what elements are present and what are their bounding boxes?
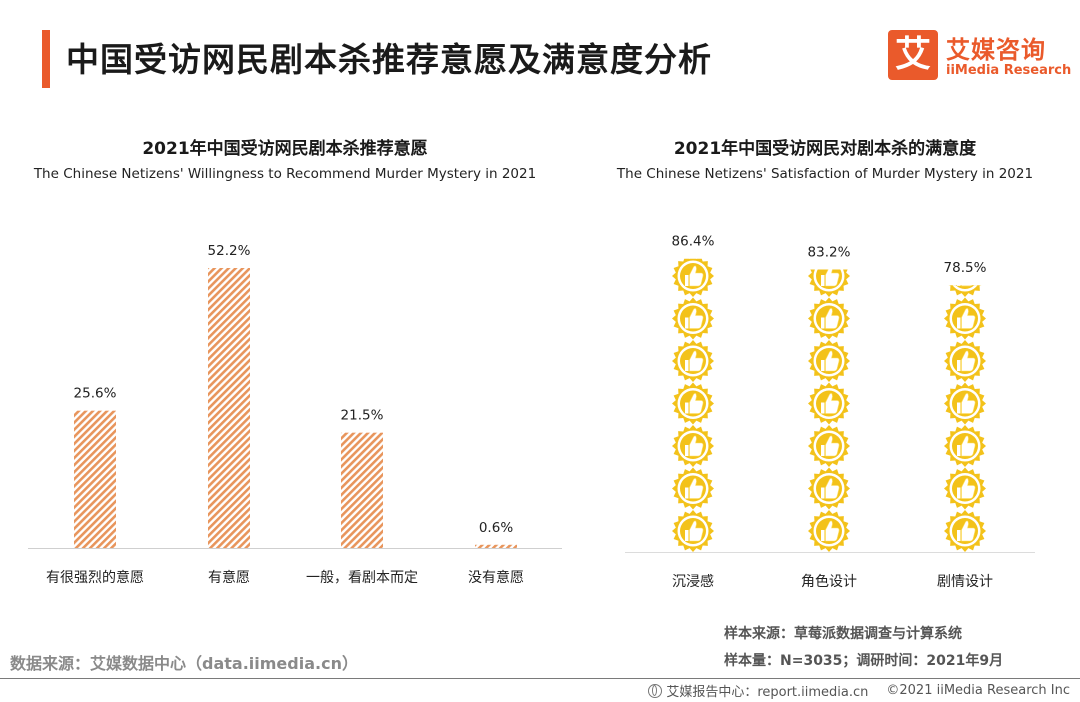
- thumbs-up-icon-2-4: [944, 340, 986, 382]
- satisfaction-chart: 86.4% 沉浸感 83.2% 角色设计 78.5% 剧情设计: [625, 234, 1035, 590]
- logo-mark-icon: 艾: [888, 30, 938, 80]
- logo-chinese-text: 艾媒咨询: [946, 36, 1046, 64]
- bar-value-label-2: 21.5%: [341, 408, 384, 424]
- thumbs-up-icon-1-6: [808, 269, 850, 297]
- pictograph-value-label-2: 78.5%: [944, 260, 987, 276]
- page-title: 中国受访网民剧本杀推荐意愿及满意度分析: [66, 40, 712, 79]
- thumbs-up-icon-1-3: [808, 382, 850, 425]
- thumbs-up-icon-2-6: [949, 285, 981, 297]
- bar-2: [341, 432, 383, 548]
- thumbs-up-icon-2-2: [944, 425, 986, 467]
- footer-divider: [0, 678, 1080, 679]
- thumbs-up-icon-1-2: [808, 425, 850, 467]
- thumbs-up-icon-0-6: [672, 258, 714, 297]
- left-chart-subtitle: The Chinese Netizens' Willingness to Rec…: [33, 166, 537, 182]
- bar-3: [475, 544, 517, 548]
- footer: 艾媒报告中心：report.iimedia.cn ©2021 iiMedia R…: [648, 681, 1070, 700]
- thumbs-up-icon-1-4: [808, 340, 850, 382]
- bar-category-label-1: 有意愿: [208, 569, 250, 586]
- title-accent-bar: [42, 30, 50, 88]
- pictograph-category-label-1: 角色设计: [801, 573, 857, 590]
- right-chart-title: 2021年中国受访网民对剧本杀的满意度: [673, 139, 977, 159]
- thumbs-up-icon-0-5: [672, 297, 714, 340]
- right-chart-subtitle: The Chinese Netizens' Satisfaction of Mu…: [616, 166, 1034, 182]
- footer-copyright: ©2021 iiMedia Research Inc: [886, 683, 1070, 698]
- iimedia-logo[interactable]: 艾 艾媒咨询 iiMedia Research: [888, 30, 1071, 82]
- thumbs-up-icon-1-1: [808, 467, 850, 510]
- logo-english-text: iiMedia Research: [946, 63, 1072, 78]
- pictograph-column-2: [944, 285, 986, 552]
- sample-size-note: 样本量：N=3035；调研时间：2021年9月: [724, 653, 1004, 669]
- bar-1: [208, 268, 250, 548]
- thumbs-up-icon-0-2: [672, 425, 714, 467]
- thumbs-up-icon-2-3: [944, 382, 986, 425]
- pictograph-value-label-0: 86.4%: [672, 234, 715, 250]
- recommend-willingness-chart: 25.6% 有很强烈的意愿 52.2% 有意愿 21.5% 一般，看剧本而定 0.6% 没有意…: [28, 243, 562, 586]
- bar-category-label-2: 一般，看剧本而定: [306, 570, 418, 586]
- thumbs-up-icon-1-0: [808, 510, 850, 552]
- pictograph-value-label-1: 83.2%: [808, 244, 851, 260]
- thumbs-up-icon-1-5: [808, 297, 850, 340]
- pictograph-column-1: [808, 269, 850, 552]
- thumbs-up-icon-0-1: [672, 467, 714, 510]
- thumbs-up-icon-0-0: [672, 510, 714, 552]
- thumbs-up-icon-2-0: [944, 510, 986, 552]
- left-chart-title: 2021年中国受访网民剧本杀推荐意愿: [142, 139, 428, 159]
- globe-icon: [648, 683, 663, 698]
- sample-source-note: 样本来源：草莓派数据调查与计算系统: [724, 626, 962, 642]
- thumbs-up-icon-2-5: [944, 297, 986, 340]
- data-source: 数据来源：艾媒数据中心（data.iimedia.cn）: [10, 654, 358, 673]
- bar-0: [74, 410, 116, 548]
- thumbs-up-icon-0-3: [672, 382, 714, 425]
- bar-value-label-0: 25.6%: [74, 386, 117, 402]
- thumbs-up-icon-2-1: [944, 467, 986, 510]
- thumbs-up-icon-0-4: [672, 340, 714, 382]
- pictograph-category-label-0: 沉浸感: [672, 573, 714, 590]
- footer-report-link[interactable]: 艾媒报告中心：report.iimedia.cn: [666, 685, 869, 700]
- bar-category-label-0: 有很强烈的意愿: [46, 569, 144, 586]
- bar-value-label-1: 52.2%: [208, 243, 251, 259]
- pictograph-column-0: [672, 258, 714, 552]
- pictograph-category-label-2: 剧情设计: [937, 574, 993, 590]
- bar-category-label-3: 没有意愿: [468, 569, 524, 586]
- bar-value-label-3: 0.6%: [479, 520, 513, 536]
